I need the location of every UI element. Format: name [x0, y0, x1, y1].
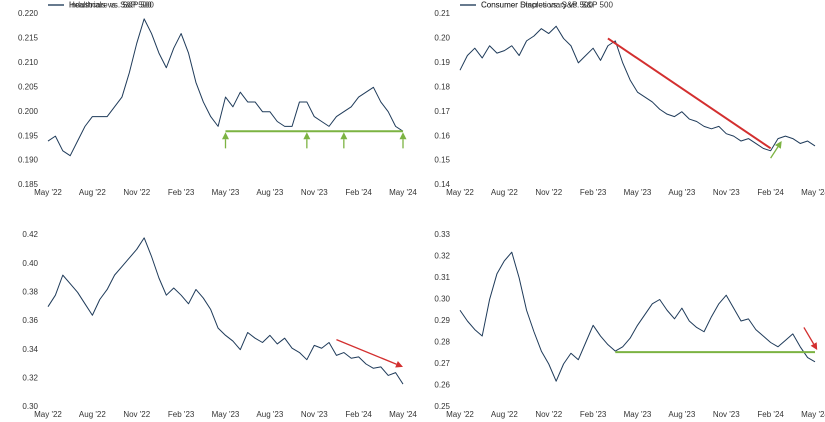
x-tick-label: Aug '23: [668, 410, 695, 419]
panel: 0.185 0.190 0.195 0.200 0.205 0.210 0.215 0.220…: [18, 1, 417, 198]
y-tick-label: 0.17: [434, 107, 450, 116]
y-tick-label: 0.38: [22, 287, 38, 296]
x-tick-label: Feb '23: [580, 410, 607, 419]
x-tick-label: Nov '23: [301, 188, 328, 197]
legend-label: Consumer Staples vs. S&P 500: [481, 1, 593, 10]
y-tick-label: 0.42: [22, 230, 38, 239]
panel: 0.30 0.32 0.34 0.36 0.38 0.40 0.42 May '22 Aug '…: [22, 1, 417, 420]
y-tick-label: 0.25: [434, 402, 450, 411]
arrow-head: [774, 141, 782, 149]
arrow-head: [340, 132, 348, 140]
y-tick-label: 0.14: [434, 180, 450, 189]
y-tick-label: 0.220: [18, 9, 39, 18]
x-tick-label: May '23: [212, 410, 240, 419]
series-line: [47, 237, 404, 385]
arrow-head: [399, 132, 407, 140]
y-tick-label: 0.29: [434, 316, 450, 325]
annotation-line: [607, 37, 772, 150]
x-tick-label: May '23: [212, 188, 240, 197]
x-tick-label: May '24: [801, 188, 825, 197]
x-tick-label: Nov '22: [123, 188, 150, 197]
x-tick-label: May '23: [624, 410, 652, 419]
arrow-head: [222, 132, 229, 140]
x-tick-label: Aug '23: [668, 188, 695, 197]
x-tick-label: Nov '23: [713, 188, 740, 197]
y-tick-label: 0.19: [434, 58, 450, 67]
x-tick-label: May '22: [446, 188, 474, 197]
legend-label: Industrials vs. S&P 500: [69, 1, 152, 10]
x-tick-label: Nov '22: [123, 410, 150, 419]
y-tick-label: 0.36: [22, 316, 38, 325]
x-tick-label: May '22: [446, 410, 474, 419]
x-tick-label: May '22: [34, 188, 62, 197]
y-tick-label: 0.200: [18, 107, 39, 116]
y-tick-label: 0.190: [18, 156, 39, 165]
y-tick-label: 0.27: [434, 359, 450, 368]
panel: 0.14 0.15 0.16 0.17 0.18 0.19 0.20 0.21 May '22 A…: [434, 1, 825, 198]
y-tick-label: 0.26: [434, 381, 450, 390]
y-tick-label: 0.30: [22, 402, 38, 411]
x-tick-label: May '23: [624, 188, 652, 197]
x-tick-label: May '22: [34, 410, 62, 419]
x-tick-label: Nov '22: [535, 188, 562, 197]
arrow-head: [303, 132, 311, 140]
annotation-arrow: [803, 327, 815, 345]
y-tick-label: 0.33: [434, 230, 450, 239]
x-tick-label: May '24: [801, 410, 825, 419]
y-tick-label: 0.205: [18, 82, 39, 91]
legend-label: Healthcare vs. S&P 500: [69, 1, 154, 10]
x-tick-label: Feb '24: [345, 410, 372, 419]
panel: 0.25 0.26 0.27 0.28 0.29 0.30 0.31 0.32 0.33 May …: [434, 1, 825, 420]
x-tick-label: Nov '22: [535, 410, 562, 419]
y-tick-label: 0.30: [434, 295, 450, 304]
x-tick-label: Aug '22: [79, 410, 106, 419]
x-tick-label: Feb '23: [168, 410, 195, 419]
x-tick-label: Aug '23: [256, 188, 283, 197]
x-tick-label: Aug '22: [491, 410, 518, 419]
annotation-arrow: [770, 146, 779, 159]
x-tick-label: Feb '24: [757, 410, 784, 419]
series-line: [47, 18, 404, 157]
y-tick-label: 0.185: [18, 180, 39, 189]
annotation-arrow: [336, 339, 397, 365]
x-tick-label: Aug '22: [491, 188, 518, 197]
series-line: [459, 251, 816, 382]
x-tick-label: Nov '23: [713, 410, 740, 419]
x-tick-label: Feb '23: [580, 188, 607, 197]
x-tick-label: Aug '23: [256, 410, 283, 419]
y-tick-label: 0.28: [434, 338, 450, 347]
x-tick-label: Feb '24: [757, 188, 784, 197]
y-tick-label: 0.215: [18, 34, 39, 43]
arrow-head: [810, 342, 818, 351]
y-tick-label: 0.15: [434, 156, 450, 165]
y-tick-label: 0.195: [18, 131, 39, 140]
series-line: [459, 25, 816, 152]
y-tick-label: 0.210: [18, 58, 39, 67]
y-tick-label: 0.18: [434, 82, 450, 91]
y-tick-label: 0.32: [22, 373, 38, 382]
y-tick-label: 0.21: [434, 9, 450, 18]
y-tick-label: 0.32: [434, 252, 450, 261]
x-tick-label: Feb '24: [345, 188, 372, 197]
x-tick-label: May '24: [389, 188, 417, 197]
x-tick-label: May '24: [389, 410, 417, 419]
y-tick-label: 0.40: [22, 259, 38, 268]
legend-label: Consumer Discretionary vs. S&P 500: [481, 1, 613, 10]
y-tick-label: 0.34: [22, 345, 38, 354]
x-tick-label: Feb '23: [168, 188, 195, 197]
y-tick-label: 0.16: [434, 131, 450, 140]
y-tick-label: 0.31: [434, 273, 450, 282]
y-tick-label: 0.20: [434, 34, 450, 43]
x-tick-label: Nov '23: [301, 410, 328, 419]
arrow-head: [395, 360, 403, 368]
x-tick-label: Aug '22: [79, 188, 106, 197]
